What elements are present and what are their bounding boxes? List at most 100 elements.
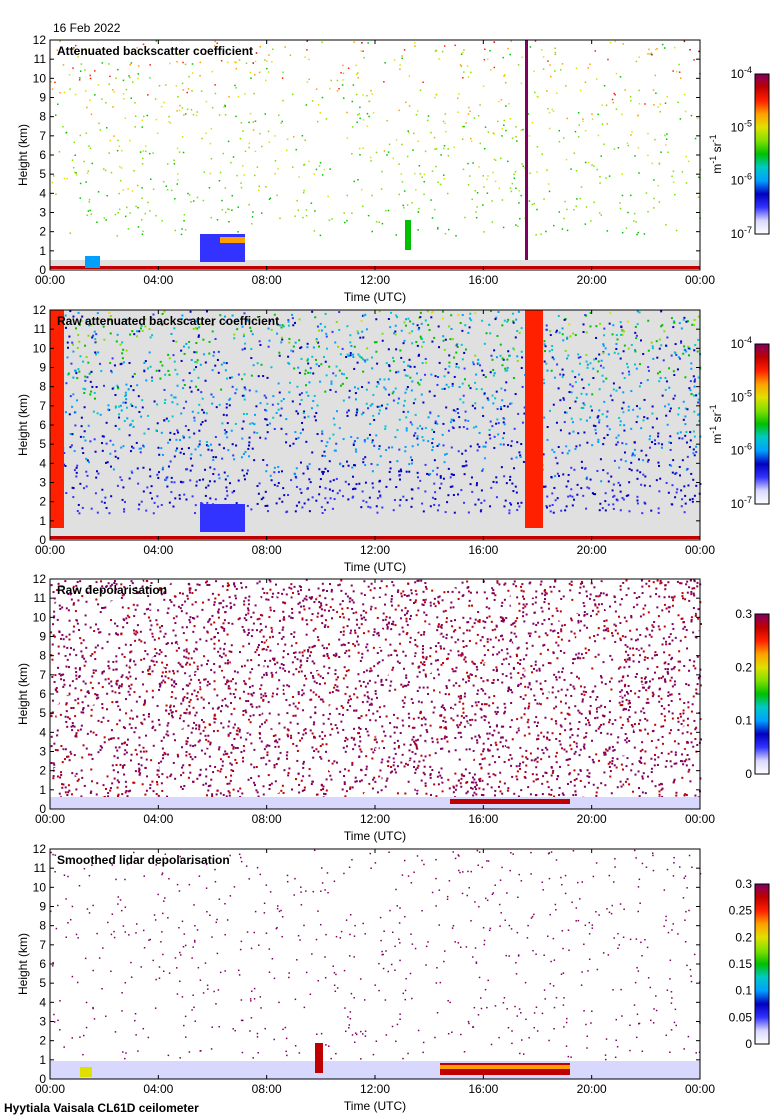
raw-backscatter-speck (464, 419, 467, 422)
depol-speck (679, 582, 682, 585)
raw-backscatter-speck (376, 463, 379, 466)
depol-speck (401, 626, 404, 629)
depol-speck (673, 762, 676, 765)
raw-backscatter-speck (379, 494, 382, 497)
backscatter-speck (454, 44, 456, 47)
raw-backscatter-speck (315, 338, 318, 341)
depol-speck (167, 712, 170, 715)
raw-backscatter-speck (226, 422, 229, 425)
raw-backscatter-speck (493, 372, 496, 375)
depol-speck (180, 610, 183, 613)
backscatter-speck (372, 112, 375, 114)
raw-backscatter-speck (697, 376, 700, 379)
backscatter-speck (165, 185, 168, 188)
depol-speck (144, 649, 147, 652)
raw-backscatter-speck (668, 464, 671, 467)
depol-speck (508, 688, 511, 691)
backscatter-speck (195, 114, 198, 117)
raw-backscatter-speck (89, 440, 92, 443)
raw-backscatter-speck (352, 443, 355, 446)
raw-backscatter-speck (463, 351, 466, 354)
raw-backscatter-speck (280, 326, 283, 329)
raw-backscatter-speck (589, 416, 592, 419)
raw-backscatter-speck (212, 354, 215, 357)
depol-speck (656, 666, 659, 669)
backscatter-speck (271, 61, 273, 63)
raw-backscatter-speck (193, 419, 196, 422)
depol-speck (659, 660, 662, 663)
raw-backscatter-speck (131, 471, 134, 474)
depol-speck (494, 761, 497, 764)
raw-backscatter-speck (424, 319, 427, 322)
depol-speck (232, 747, 235, 750)
backscatter-speck (110, 171, 113, 174)
raw-backscatter-speck (507, 350, 510, 353)
backscatter-speck (105, 102, 107, 104)
backscatter-speck (188, 75, 190, 78)
backscatter-speck (323, 168, 326, 171)
raw-backscatter-speck (589, 478, 592, 481)
backscatter-speck (614, 40, 616, 43)
depol-speck (151, 637, 154, 640)
raw-backscatter-speck (468, 326, 471, 329)
raw-backscatter-speck (409, 376, 412, 379)
raw-backscatter-speck (189, 310, 192, 313)
raw-backscatter-speck (453, 511, 456, 514)
raw-backscatter-speck (214, 364, 217, 367)
depol-speck (213, 671, 216, 674)
backscatter-speck (561, 63, 564, 65)
raw-backscatter-speck (321, 472, 324, 475)
raw-backscatter-speck (549, 334, 552, 337)
raw-backscatter-speck (236, 318, 239, 321)
raw-backscatter-speck (472, 426, 475, 429)
raw-backscatter-speck (163, 402, 166, 405)
raw-backscatter-speck (649, 435, 652, 438)
backscatter-speck (619, 207, 622, 210)
backscatter-speck (234, 61, 236, 63)
raw-backscatter-speck (577, 353, 580, 356)
backscatter-speck (405, 101, 407, 104)
depol-speck (159, 630, 162, 633)
raw-backscatter-speck (299, 461, 302, 464)
raw-backscatter-speck (304, 372, 307, 375)
backscatter-speck (370, 160, 372, 162)
depol-speck (686, 724, 689, 727)
depol-speck (654, 758, 657, 761)
backscatter-speck (621, 113, 623, 116)
x-tick-label: 20:00 (577, 273, 607, 287)
raw-backscatter-speck (114, 424, 117, 427)
raw-backscatter-speck (378, 405, 381, 408)
depol-speck (291, 591, 294, 594)
raw-backscatter-speck (600, 359, 603, 362)
raw-backscatter-speck (559, 429, 562, 432)
raw-backscatter-speck (627, 494, 630, 497)
backscatter-speck (249, 71, 252, 74)
depol-speck (232, 788, 235, 791)
raw-backscatter-speck (660, 446, 663, 449)
raw-backscatter-speck (441, 317, 444, 320)
raw-backscatter-speck (460, 489, 463, 492)
depol-speck (352, 642, 355, 645)
depol-speck (327, 699, 330, 702)
backscatter-speck (352, 84, 355, 86)
raw-backscatter-speck (149, 491, 152, 494)
backscatter-speck (536, 208, 538, 211)
raw-backscatter-speck (414, 413, 417, 416)
backscatter-speck (501, 199, 504, 201)
depol-speck (423, 716, 426, 719)
depol-speck (572, 699, 575, 702)
raw-backscatter-speck (635, 421, 638, 424)
raw-backscatter-speck (277, 470, 280, 473)
raw-backscatter-speck (221, 422, 224, 425)
raw-backscatter-speck (200, 423, 203, 426)
depol-speck (134, 608, 137, 611)
raw-backscatter-speck (306, 487, 309, 490)
backscatter-speck (279, 217, 281, 220)
raw-backscatter-speck (677, 413, 680, 416)
depol-speck (486, 783, 489, 786)
backscatter-speck (141, 219, 143, 221)
raw-backscatter-speck (565, 485, 568, 488)
raw-backscatter-speck (371, 367, 374, 370)
backscatter-speck (501, 135, 503, 137)
raw-backscatter-speck (161, 312, 164, 315)
